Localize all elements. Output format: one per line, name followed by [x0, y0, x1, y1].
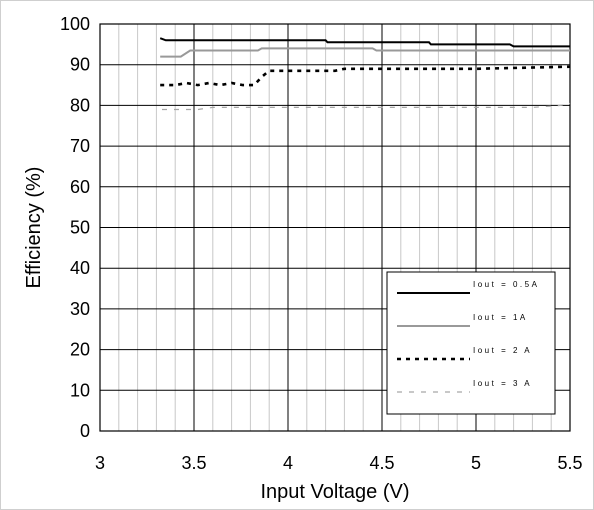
y-tick-label: 10 [70, 380, 90, 400]
x-tick-label: 4.5 [369, 453, 394, 473]
x-tick-label: 4 [283, 453, 293, 473]
y-tick-label: 30 [70, 299, 90, 319]
y-tick-label: 50 [70, 218, 90, 238]
x-tick-label: 5 [471, 453, 481, 473]
x-axis-title: Input Voltage (V) [261, 481, 410, 503]
y-tick-label: 60 [70, 177, 90, 197]
legend-label: Iout = 2 A [473, 346, 532, 355]
y-axis-title: Efficiency (%) [23, 167, 45, 289]
y-tick-label: 20 [70, 340, 90, 360]
x-tick-label: 5.5 [557, 453, 582, 473]
y-tick-label: 100 [60, 14, 90, 34]
series-line-1 [159, 37, 570, 48]
x-tick-label: 3.5 [181, 453, 206, 473]
legend-box [386, 271, 556, 415]
series-layer [159, 37, 571, 111]
y-tick-label: 80 [70, 95, 90, 115]
legend-label: Iout = 1A [473, 313, 528, 322]
series-line-2 [160, 47, 570, 58]
y-tick-label: 90 [70, 55, 90, 75]
x-tick-label: 3 [95, 453, 105, 473]
legend: Iout = 0.5A Iout = 1A Iout = 2 A Iout = 3 A [386, 271, 556, 415]
legend-label: Iout = 0.5A [473, 280, 539, 289]
y-tick-label: 70 [70, 136, 90, 156]
y-tick-label: 0 [80, 421, 90, 441]
legend-label: Iout = 3 A [473, 379, 532, 388]
plot-border [99, 23, 571, 432]
series-line-3 [160, 65, 571, 87]
series-line-4 [162, 102, 571, 111]
y-tick-label: 40 [70, 258, 90, 278]
tick-labels: 3 3.5 4 4.5 5 5.5 0 10 20 30 40 50 60 70 80 90 100 [60, 14, 583, 473]
